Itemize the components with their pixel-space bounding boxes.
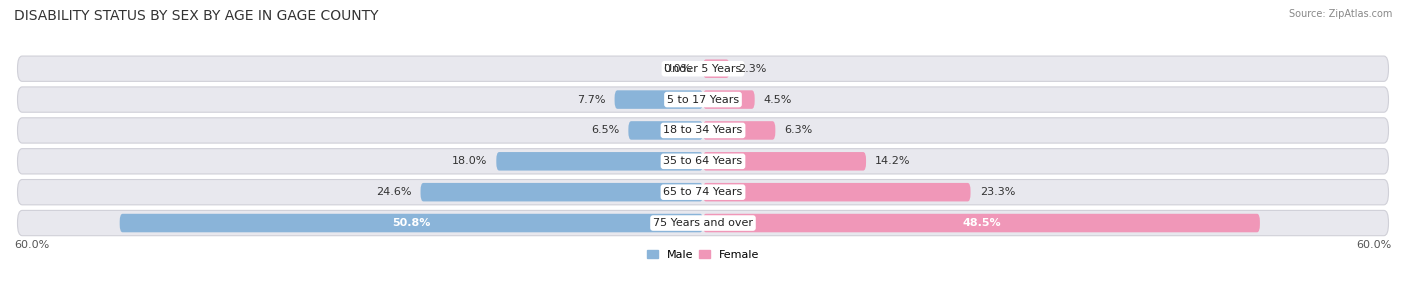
Text: 75 Years and over: 75 Years and over xyxy=(652,218,754,228)
Text: 6.3%: 6.3% xyxy=(785,126,813,136)
Text: 14.2%: 14.2% xyxy=(875,156,911,166)
FancyBboxPatch shape xyxy=(703,152,866,171)
FancyBboxPatch shape xyxy=(420,183,703,202)
FancyBboxPatch shape xyxy=(703,90,755,109)
Text: 18 to 34 Years: 18 to 34 Years xyxy=(664,126,742,136)
Text: Under 5 Years: Under 5 Years xyxy=(665,64,741,74)
FancyBboxPatch shape xyxy=(120,214,703,232)
Text: DISABILITY STATUS BY SEX BY AGE IN GAGE COUNTY: DISABILITY STATUS BY SEX BY AGE IN GAGE … xyxy=(14,9,378,23)
Text: 0.0%: 0.0% xyxy=(664,64,692,74)
FancyBboxPatch shape xyxy=(628,121,703,140)
FancyBboxPatch shape xyxy=(17,87,1389,112)
Text: 60.0%: 60.0% xyxy=(14,240,49,250)
FancyBboxPatch shape xyxy=(496,152,703,171)
FancyBboxPatch shape xyxy=(17,118,1389,143)
Text: Source: ZipAtlas.com: Source: ZipAtlas.com xyxy=(1288,9,1392,19)
Text: 24.6%: 24.6% xyxy=(375,187,412,197)
Text: 4.5%: 4.5% xyxy=(763,95,792,105)
Text: 23.3%: 23.3% xyxy=(980,187,1015,197)
Text: 18.0%: 18.0% xyxy=(451,156,486,166)
Text: 50.8%: 50.8% xyxy=(392,218,430,228)
FancyBboxPatch shape xyxy=(17,180,1389,205)
FancyBboxPatch shape xyxy=(17,210,1389,236)
FancyBboxPatch shape xyxy=(614,90,703,109)
FancyBboxPatch shape xyxy=(17,149,1389,174)
Text: 60.0%: 60.0% xyxy=(1357,240,1392,250)
Text: 6.5%: 6.5% xyxy=(591,126,619,136)
FancyBboxPatch shape xyxy=(703,121,775,140)
Text: 48.5%: 48.5% xyxy=(962,218,1001,228)
FancyBboxPatch shape xyxy=(703,60,730,78)
FancyBboxPatch shape xyxy=(703,183,970,202)
Text: 35 to 64 Years: 35 to 64 Years xyxy=(664,156,742,166)
FancyBboxPatch shape xyxy=(17,56,1389,81)
Text: 65 to 74 Years: 65 to 74 Years xyxy=(664,187,742,197)
Text: 5 to 17 Years: 5 to 17 Years xyxy=(666,95,740,105)
Legend: Male, Female: Male, Female xyxy=(647,250,759,260)
Text: 7.7%: 7.7% xyxy=(576,95,606,105)
FancyBboxPatch shape xyxy=(703,214,1260,232)
Text: 2.3%: 2.3% xyxy=(738,64,766,74)
